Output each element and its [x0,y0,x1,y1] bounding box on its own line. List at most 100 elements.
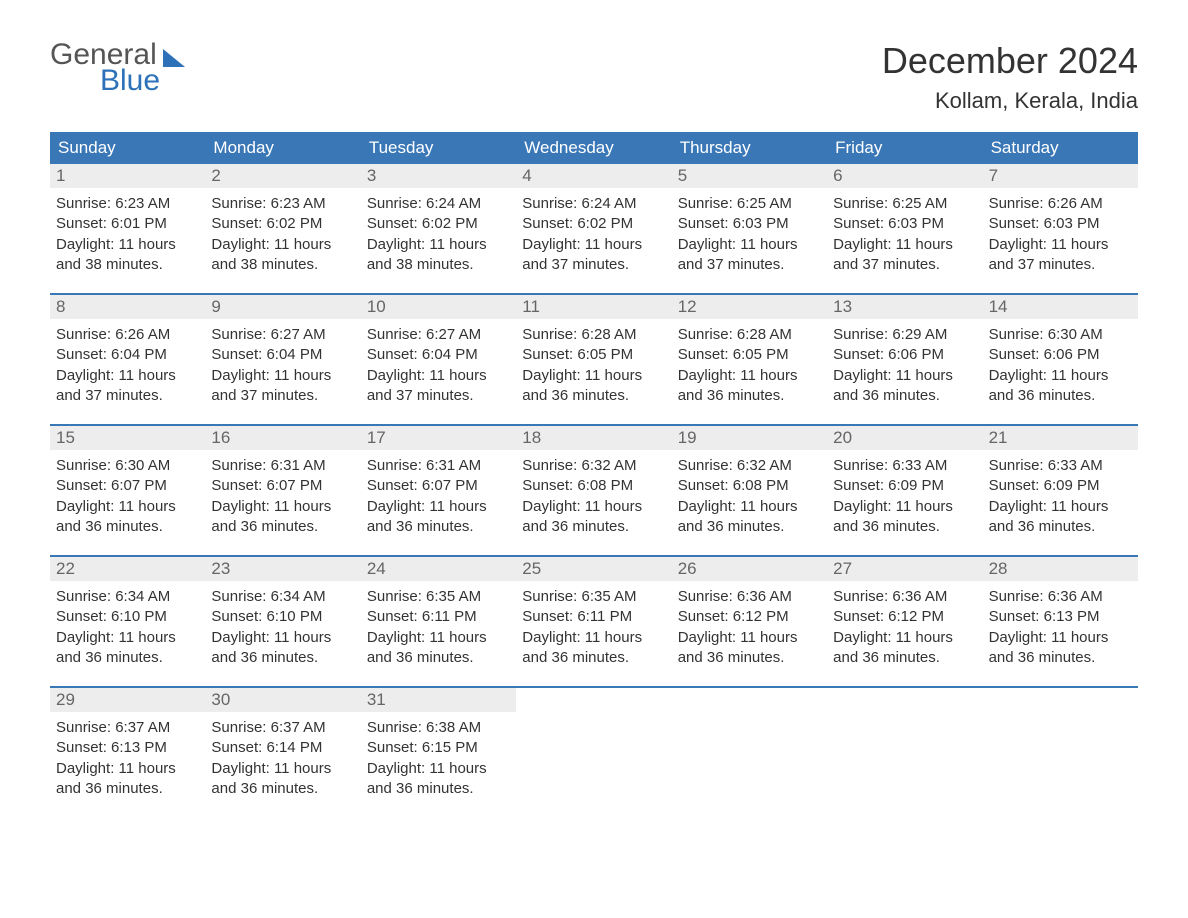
sunrise-line: Sunrise: 6:29 AM [833,325,976,345]
header: General Blue December 2024 Kollam, Keral… [50,40,1138,114]
sunrise-line: Sunrise: 6:35 AM [367,587,510,607]
day-number: 28 [983,557,1138,581]
day-body: Sunrise: 6:34 AMSunset: 6:10 PMDaylight:… [205,581,360,672]
day-number: 5 [672,164,827,188]
day-body: Sunrise: 6:38 AMSunset: 6:15 PMDaylight:… [361,712,516,803]
calendar-day: 23Sunrise: 6:34 AMSunset: 6:10 PMDayligh… [205,557,360,672]
sunrise-line: Sunrise: 6:23 AM [211,194,354,214]
calendar-day [672,688,827,803]
daylight-line: Daylight: 11 hours and 36 minutes. [367,497,510,538]
calendar-week: 29 Sunrise: 6:37 AMSunset: 6:13 PM Dayligh… [50,686,1138,803]
calendar-day: 22Sunrise: 6:34 AMSunset: 6:10 PMDayligh… [50,557,205,672]
calendar-day: 12Sunrise: 6:28 AMSunset: 6:05 PMDayligh… [672,295,827,410]
day-body: Sunrise: 6:25 AMSunset: 6:03 PMDaylight:… [827,188,982,279]
day-number: 20 [827,426,982,450]
dow-cell: Tuesday [361,132,516,164]
day-number: 24 [361,557,516,581]
day-body: Sunrise: 6:35 AMSunset: 6:11 PMDaylight:… [361,581,516,672]
day-body: Sunrise: 6:24 AMSunset: 6:02 PMDaylight:… [516,188,671,279]
sunset-line: Sunset: 6:09 PM [989,476,1132,496]
day-body: Sunrise: 6:28 AMSunset: 6:05 PMDaylight:… [516,319,671,410]
calendar-day: 18Sunrise: 6:32 AMSunset: 6:08 PMDayligh… [516,426,671,541]
sunset-line: Sunset: 6:04 PM [211,345,354,365]
dow-cell: Saturday [983,132,1138,164]
daylight-line: Daylight: 11 hours and 36 minutes. [522,497,665,538]
day-body: Sunrise: 6:32 AMSunset: 6:08 PMDaylight:… [672,450,827,541]
sunrise-line: Sunrise: 6:30 AM [989,325,1132,345]
calendar-day: 29Sunrise: 6:37 AMSunset: 6:13 PMDayligh… [50,688,205,803]
calendar-day [983,688,1138,803]
sunrise-line: Sunrise: 6:33 AM [989,456,1132,476]
calendar-day: 21Sunrise: 6:33 AMSunset: 6:09 PMDayligh… [983,426,1138,541]
dow-cell: Monday [205,132,360,164]
sunset-line: Sunset: 6:14 PM [211,738,354,758]
sunrise-line: Sunrise: 6:25 AM [833,194,976,214]
day-number: 23 [205,557,360,581]
sunset-line: Sunset: 6:13 PM [56,738,199,758]
daylight-line: Daylight: 11 hours and 37 minutes. [833,235,976,276]
daylight-line: Daylight: 11 hours and 37 minutes. [989,235,1132,276]
calendar-day [516,688,671,803]
sunset-line: Sunset: 6:08 PM [678,476,821,496]
logo: General Blue [50,40,185,96]
sunrise-line: Sunrise: 6:31 AM [367,456,510,476]
dow-cell: Sunday [50,132,205,164]
title-block: December 2024 Kollam, Kerala, India [882,40,1138,114]
sunrise-line: Sunrise: 6:26 AM [989,194,1132,214]
sunrise-line: Sunrise: 6:32 AM [522,456,665,476]
calendar-day: 28Sunrise: 6:36 AMSunset: 6:13 PMDayligh… [983,557,1138,672]
day-body: Sunrise: 6:26 AMSunset: 6:03 PMDaylight:… [983,188,1138,279]
sunrise-line: Sunrise: 6:28 AM [678,325,821,345]
daylight-line: Daylight: 11 hours and 36 minutes. [989,497,1132,538]
daylight-line: Daylight: 11 hours and 36 minutes. [367,628,510,669]
day-body: Sunrise: 6:27 AMSunset: 6:04 PMDaylight:… [205,319,360,410]
sunset-line: Sunset: 6:04 PM [56,345,199,365]
sunrise-line: Sunrise: 6:27 AM [367,325,510,345]
sunset-line: Sunset: 6:11 PM [367,607,510,627]
sunset-line: Sunset: 6:02 PM [522,214,665,234]
day-body: Sunrise: 6:33 AMSunset: 6:09 PMDaylight:… [827,450,982,541]
sunrise-line: Sunrise: 6:25 AM [678,194,821,214]
sunset-line: Sunset: 6:10 PM [56,607,199,627]
calendar-day: 7Sunrise: 6:26 AMSunset: 6:03 PMDaylight… [983,164,1138,279]
calendar-day: 30Sunrise: 6:37 AMSunset: 6:14 PMDayligh… [205,688,360,803]
calendar-day: 2Sunrise: 6:23 AMSunset: 6:02 PMDaylight… [205,164,360,279]
sunset-line: Sunset: 6:13 PM [989,607,1132,627]
sunset-line: Sunset: 6:03 PM [989,214,1132,234]
sunset-line: Sunset: 6:08 PM [522,476,665,496]
day-number: 14 [983,295,1138,319]
day-number: 29 [50,688,205,712]
daylight-line: Daylight: 11 hours and 37 minutes. [678,235,821,276]
sunrise-line: Sunrise: 6:27 AM [211,325,354,345]
day-body: Sunrise: 6:36 AMSunset: 6:12 PMDaylight:… [672,581,827,672]
sunset-line: Sunset: 6:10 PM [211,607,354,627]
day-body: Sunrise: 6:30 AMSunset: 6:07 PMDaylight:… [50,450,205,541]
sunset-line: Sunset: 6:06 PM [833,345,976,365]
sunrise-line: Sunrise: 6:24 AM [522,194,665,214]
calendar-day: 26Sunrise: 6:36 AMSunset: 6:12 PMDayligh… [672,557,827,672]
day-number: 6 [827,164,982,188]
calendar-day: 3Sunrise: 6:24 AMSunset: 6:02 PMDaylight… [361,164,516,279]
calendar-day: 27Sunrise: 6:36 AMSunset: 6:12 PMDayligh… [827,557,982,672]
daylight-line: Daylight: 11 hours and 36 minutes. [833,628,976,669]
dow-cell: Friday [827,132,982,164]
calendar-day: 10Sunrise: 6:27 AMSunset: 6:04 PMDayligh… [361,295,516,410]
sunrise-line: Sunrise: 6:32 AM [678,456,821,476]
day-body: Sunrise: 6:31 AMSunset: 6:07 PMDaylight:… [205,450,360,541]
day-body: Sunrise: 6:30 AMSunset: 6:06 PMDaylight:… [983,319,1138,410]
days-of-week-row: SundayMondayTuesdayWednesdayThursdayFrid… [50,132,1138,164]
day-number: 30 [205,688,360,712]
day-body: Sunrise: 6:33 AMSunset: 6:09 PMDaylight:… [983,450,1138,541]
sunrise-line: Sunrise: 6:36 AM [989,587,1132,607]
sunrise-line: Sunrise: 6:36 AM [833,587,976,607]
calendar-day [827,688,982,803]
sunrise-line: Sunrise: 6:34 AM [56,587,199,607]
sunrise-line: Sunrise: 6:37 AM [56,718,199,738]
day-number: 31 [361,688,516,712]
daylight-line: Daylight: 11 hours and 36 minutes. [367,759,510,800]
sunset-line: Sunset: 6:04 PM [367,345,510,365]
calendar: SundayMondayTuesdayWednesdayThursdayFrid… [50,132,1138,803]
daylight-line: Daylight: 11 hours and 36 minutes. [522,628,665,669]
month-title: December 2024 [882,40,1138,82]
sunset-line: Sunset: 6:07 PM [211,476,354,496]
